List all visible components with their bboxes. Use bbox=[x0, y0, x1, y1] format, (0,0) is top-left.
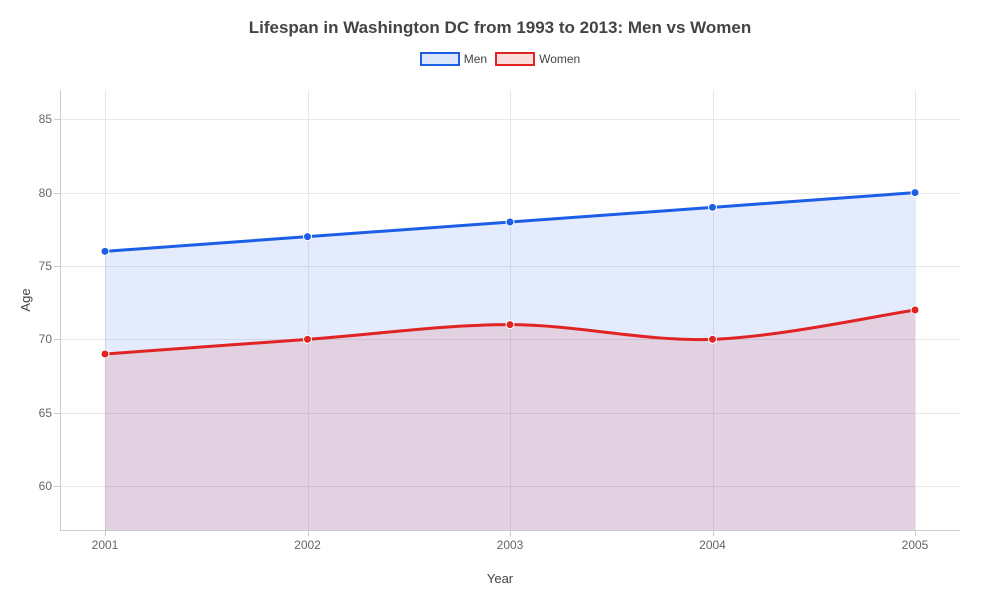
y-tick-label: 60 bbox=[12, 479, 52, 493]
data-point-men[interactable] bbox=[506, 218, 514, 226]
chart-title: Lifespan in Washington DC from 1993 to 2… bbox=[0, 0, 1000, 38]
x-tick-label: 2001 bbox=[92, 538, 119, 552]
series-svg bbox=[60, 90, 960, 530]
data-point-women[interactable] bbox=[709, 335, 717, 343]
legend-item-men[interactable]: Men bbox=[420, 52, 487, 66]
data-point-women[interactable] bbox=[506, 321, 514, 329]
legend: Men Women bbox=[0, 52, 1000, 66]
data-point-women[interactable] bbox=[911, 306, 919, 314]
data-point-men[interactable] bbox=[911, 189, 919, 197]
legend-label-men: Men bbox=[464, 52, 487, 66]
data-point-men[interactable] bbox=[101, 247, 109, 255]
x-tick-label: 2002 bbox=[294, 538, 321, 552]
legend-swatch-men bbox=[420, 52, 460, 66]
y-tick-label: 85 bbox=[12, 112, 52, 126]
x-tick-label: 2004 bbox=[699, 538, 726, 552]
data-point-women[interactable] bbox=[101, 350, 109, 358]
data-point-men[interactable] bbox=[709, 203, 717, 211]
legend-item-women[interactable]: Women bbox=[495, 52, 580, 66]
data-point-women[interactable] bbox=[304, 335, 312, 343]
y-axis-line bbox=[60, 90, 61, 530]
y-tick-label: 80 bbox=[12, 186, 52, 200]
legend-swatch-women bbox=[495, 52, 535, 66]
y-tick-label: 65 bbox=[12, 406, 52, 420]
data-point-men[interactable] bbox=[304, 233, 312, 241]
legend-label-women: Women bbox=[539, 52, 580, 66]
x-tick-label: 2005 bbox=[902, 538, 929, 552]
y-tick-label: 75 bbox=[12, 259, 52, 273]
y-tick-label: 70 bbox=[12, 332, 52, 346]
y-axis-title: Age bbox=[18, 288, 33, 311]
plot-area: 20012002200320042005 606570758085 bbox=[60, 90, 960, 530]
x-axis-title: Year bbox=[487, 571, 513, 586]
x-tick-label: 2003 bbox=[497, 538, 524, 552]
chart-container: Lifespan in Washington DC from 1993 to 2… bbox=[0, 0, 1000, 600]
